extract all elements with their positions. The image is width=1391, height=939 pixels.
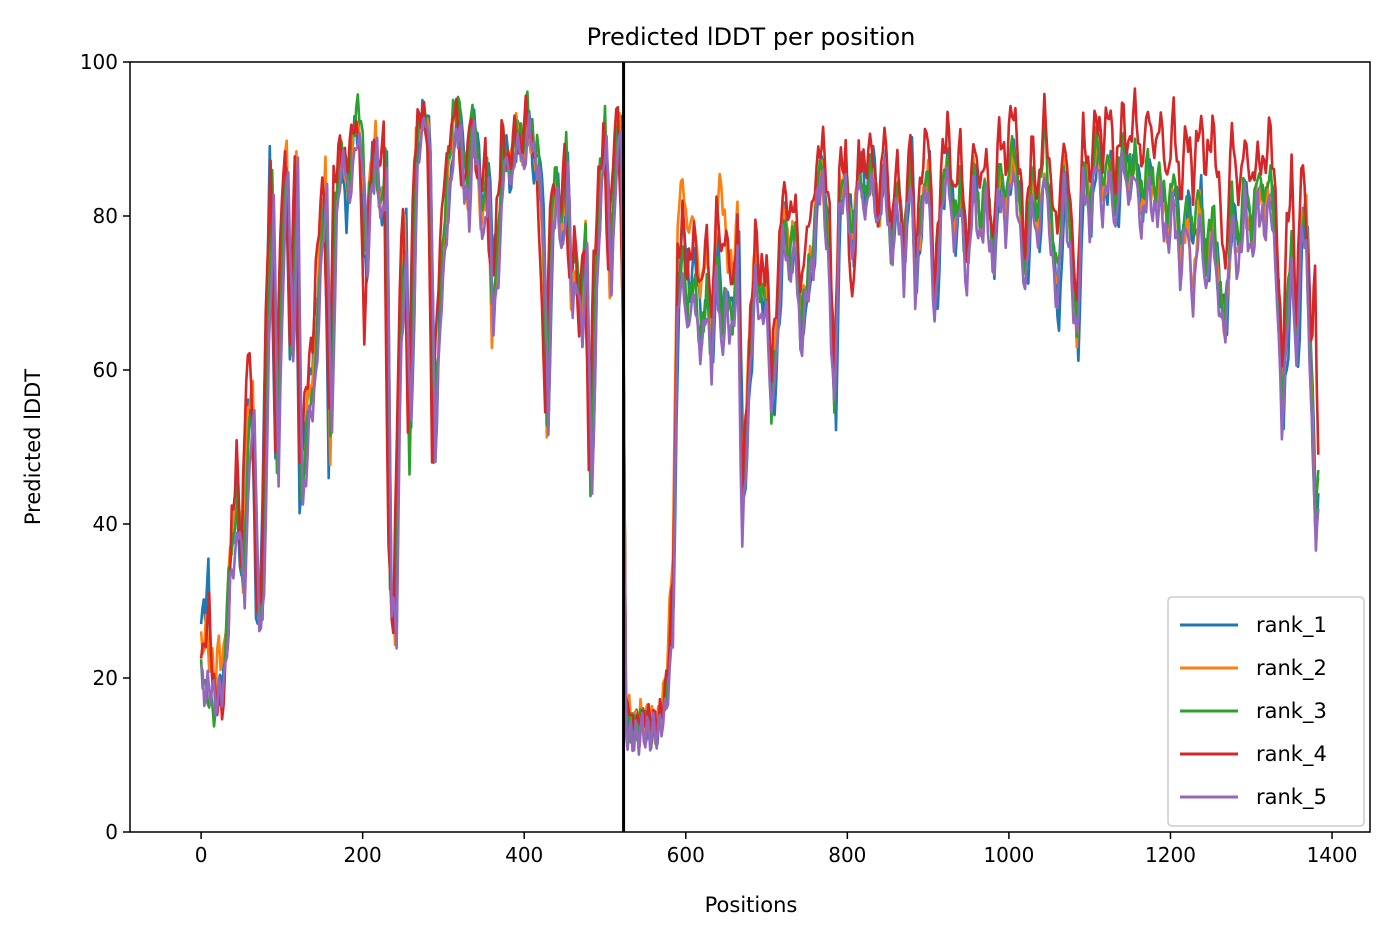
- legend-label: rank_5: [1256, 785, 1327, 810]
- series-line-rank-3: [199, 90, 1320, 744]
- y-tick-label: 80: [93, 204, 118, 228]
- legend: rank_1 rank_2 rank_3 rank_4 rank_5: [1167, 596, 1365, 827]
- y-tick-label: 20: [93, 666, 118, 690]
- x-tick-label: 1200: [1145, 843, 1196, 867]
- legend-frame: [1167, 596, 1365, 827]
- series-line-rank-4: [199, 87, 1320, 739]
- y-tick-label: 40: [93, 512, 118, 536]
- x-tick-label: 200: [344, 843, 382, 867]
- x-tick-label: 400: [505, 843, 543, 867]
- y-axis-label: Predicted lDDT: [21, 369, 45, 525]
- series-line-rank-5: [199, 113, 1320, 756]
- plot-area: [129, 61, 1371, 833]
- series-lines: [199, 87, 1320, 756]
- y-tick-label: 0: [105, 820, 118, 844]
- x-tick-label: 1400: [1307, 843, 1358, 867]
- y-tick-label: 60: [93, 358, 118, 382]
- y-tick-label: 100: [80, 50, 118, 74]
- plot-frame: [129, 61, 1371, 833]
- x-tick-label: 800: [828, 843, 866, 867]
- x-axis-label: Positions: [705, 893, 798, 917]
- x-tick-label: 1000: [983, 843, 1034, 867]
- chart-title: Predicted lDDT per position: [587, 23, 916, 51]
- legend-label: rank_3: [1256, 699, 1327, 724]
- x-tick-label: 600: [667, 843, 705, 867]
- legend-label: rank_2: [1256, 656, 1327, 681]
- y-axis: 0 20 40 60 80 100: [80, 50, 130, 844]
- x-axis: 0 200 400 600 800 1000 1200 1400: [195, 832, 1358, 867]
- x-tick-label: 0: [195, 843, 208, 867]
- legend-label: rank_4: [1256, 742, 1327, 767]
- legend-label: rank_1: [1256, 613, 1327, 638]
